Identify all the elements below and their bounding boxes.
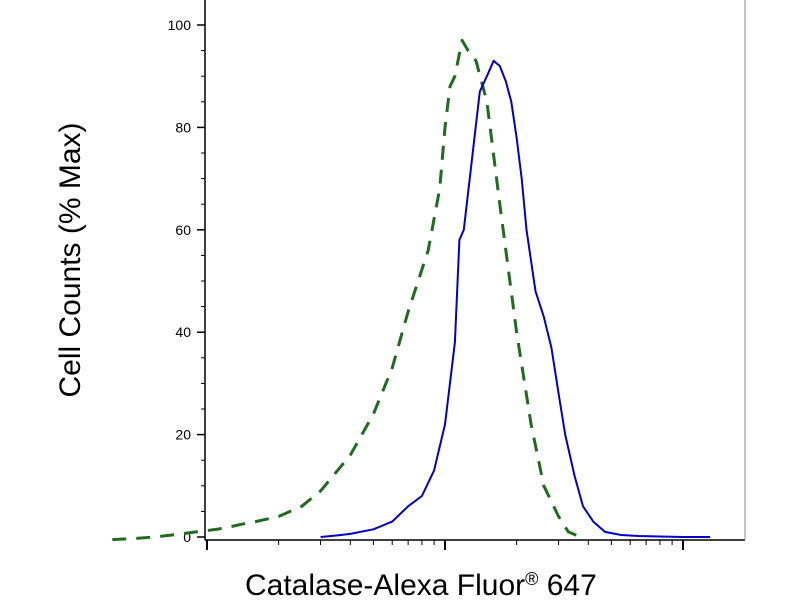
y-tick-label: 80 [175, 119, 191, 135]
y-axis-title: Cell Counts (% Max) [54, 122, 87, 397]
sample-histogram-line [320, 59, 711, 538]
x-axis-title: Catalase-Alexa Fluor® 647 [245, 569, 597, 600]
y-tick-label: 60 [175, 222, 191, 238]
x-axis-title-main: Catalase-Alexa Fluor [245, 569, 525, 600]
y-tick-label: 0 [183, 529, 191, 545]
x-axis-title-suffix: 647 [538, 569, 596, 600]
control-histogram-line [112, 38, 581, 542]
y-axis: 0 20 40 60 80 100 [168, 17, 205, 545]
x-axis [206, 540, 684, 550]
x-axis-title-registered-mark: ® [525, 569, 538, 589]
plot-frame [204, 0, 746, 541]
y-tick-label: 20 [175, 427, 191, 443]
series-layer [112, 38, 711, 542]
y-tick-label: 100 [168, 17, 192, 33]
y-tick-label: 40 [175, 324, 191, 340]
